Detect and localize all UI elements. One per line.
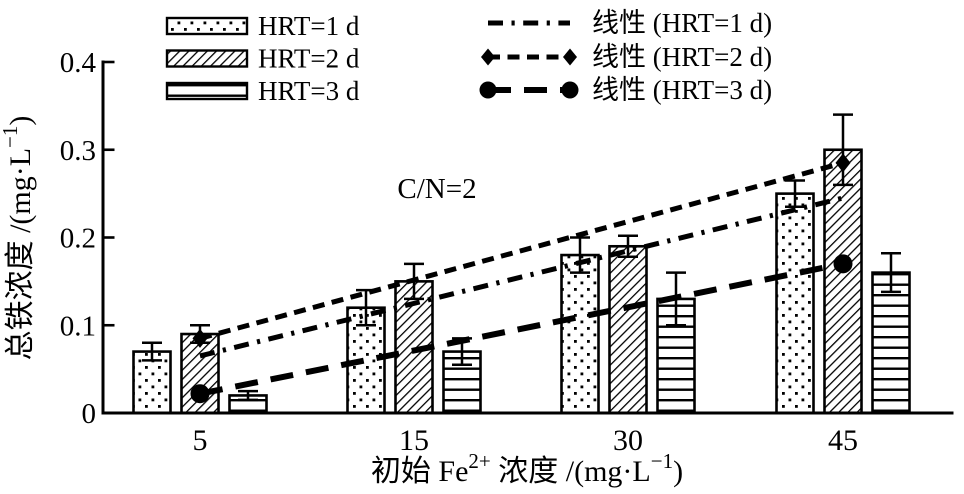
y-ticks: 0 0.1 0.2 0.3 0.4: [60, 47, 115, 430]
legend-label: HRT=3 d: [258, 76, 360, 106]
annotation-cn: C/N=2: [397, 173, 476, 205]
error-bar-hrt2-15: [404, 262, 424, 301]
legend-swatch-diagonal-hatch: [165, 49, 249, 68]
legend-bar-item-hrt2: HRT=2 d: [165, 44, 360, 74]
bar-hrt3-45: [871, 271, 911, 415]
bar-hrt1-45: [775, 192, 815, 415]
trend-line-hrt3: [199, 260, 844, 397]
error-bar-hrt1-45: [785, 179, 805, 209]
x-tick-label: 15: [399, 424, 429, 457]
error-bar-hrt3-30: [666, 271, 686, 327]
y-tick-label: 0.4: [60, 47, 97, 79]
y-tick-label: 0: [82, 398, 97, 430]
legend-line-item-hrt3: 线性 (HRT=3 d): [479, 75, 772, 105]
trend-line-hrt1: [199, 195, 844, 359]
circle-marker-icon: [479, 81, 497, 99]
legend-label: HRT=2 d: [258, 44, 360, 74]
error-bar-hrt2-30: [618, 234, 638, 259]
diamond-marker-icon: [563, 48, 577, 66]
error-bar-hrt3-5: [238, 389, 258, 402]
x-axis-title: 初始 Fe2+ 浓度 /(mg·L−1): [371, 449, 683, 488]
error-bar-hrt3-15: [452, 337, 472, 366]
bar-hrt1-30: [560, 253, 600, 415]
legend-swatch-horizontal-lines: [165, 81, 249, 101]
legend-label: HRT=1 d: [258, 11, 360, 41]
y-tick-label: 0.2: [60, 223, 96, 255]
legend-line-item-hrt1: 线性 (HRT=1 d): [488, 8, 772, 38]
bar-hrt2-45: [823, 148, 863, 415]
error-bar-hrt1-5: [142, 341, 162, 362]
legend-bar-item-hrt1: HRT=1 d: [165, 11, 360, 41]
error-bar-hrt2-45: [833, 113, 853, 187]
legend-label: 线性 (HRT=1 d): [592, 8, 772, 38]
x-tick-label: 30: [613, 424, 643, 457]
error-bar-hrt1-15: [356, 288, 376, 327]
legend-label: 线性 (HRT=2 d): [592, 42, 772, 72]
error-bar-hrt3-45: [881, 252, 901, 294]
y-axis-title: 总铁浓度 /(mg·L−1): [0, 116, 37, 361]
circle-marker-start: [190, 384, 210, 404]
error-bar-hrt1-30: [570, 236, 590, 274]
bar-hrt2-30: [608, 244, 648, 415]
diamond-marker-icon: [481, 48, 495, 66]
y-tick-label: 0.1: [60, 310, 96, 342]
circle-marker-icon: [561, 81, 579, 99]
y-tick-label: 0.3: [60, 135, 96, 167]
x-tick-label: 45: [828, 424, 858, 457]
legend-label: 线性 (HRT=3 d): [592, 75, 772, 105]
legend-swatch-dots: [165, 16, 249, 36]
error-bars: [142, 113, 901, 402]
legend-bar-item-hrt3: HRT=3 d: [165, 76, 360, 106]
x-tick-labels: 5 15 30 45: [193, 424, 859, 457]
trend-line-hrt2: [199, 160, 844, 341]
legend-line-item-hrt2: 线性 (HRT=2 d): [481, 42, 772, 72]
circle-marker-end: [833, 254, 853, 274]
trend-lines: [190, 153, 853, 404]
x-tick-label: 5: [193, 424, 208, 457]
error-bar-hrt2-5: [190, 324, 210, 345]
